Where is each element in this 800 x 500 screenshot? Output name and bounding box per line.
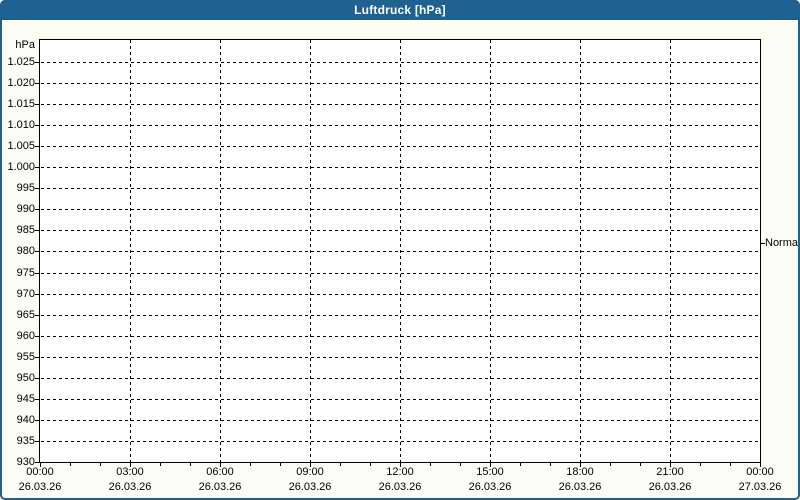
x-axis-major-tick — [220, 463, 221, 467]
y-tick-label: 1.005 — [7, 140, 35, 152]
x-tick-date-label: 26.03.26 — [558, 481, 602, 493]
x-axis-minor-tick — [280, 463, 281, 466]
x-axis-minor-tick — [430, 463, 431, 466]
x-axis-minor-tick — [160, 463, 161, 466]
y-tick-label: 970 — [16, 288, 35, 300]
x-tick-date-label: 27.03.26 — [738, 481, 782, 493]
x-tick-time-label: 21:00 — [656, 466, 684, 478]
x-tick-time-label: 00:00 — [746, 466, 774, 478]
x-axis-major-tick — [580, 463, 581, 467]
y-axis-tick — [35, 336, 40, 337]
x-tick-date-label: 26.03.26 — [378, 481, 422, 493]
x-grid-line — [130, 40, 131, 462]
x-axis-minor-tick — [460, 463, 461, 466]
y-tick-label: 1.020 — [7, 77, 35, 89]
y-tick-label: 995 — [16, 182, 35, 194]
y-axis-tick — [35, 462, 40, 463]
window-title: Luftdruck [hPa] — [354, 3, 446, 17]
y-tick-label: 980 — [16, 245, 35, 257]
x-tick-date-label: 26.03.26 — [198, 481, 242, 493]
y-axis-tick — [35, 273, 40, 274]
x-axis-minor-tick — [610, 463, 611, 466]
window-titlebar: Luftdruck [hPa] — [0, 0, 800, 20]
x-tick-time-label: 12:00 — [386, 466, 414, 478]
y-axis-tick — [35, 420, 40, 421]
y-tick-label: 930 — [16, 456, 35, 468]
y-tick-label: 1.025 — [7, 56, 35, 68]
x-axis-minor-tick — [730, 463, 731, 466]
x-axis-minor-tick — [250, 463, 251, 466]
x-axis-major-tick — [40, 463, 41, 467]
x-axis-minor-tick — [700, 463, 701, 466]
x-axis-minor-tick — [70, 463, 71, 466]
x-axis-major-tick — [760, 463, 761, 467]
normal-annotation-label: Normal — [765, 237, 800, 249]
x-tick-date-label: 26.03.26 — [468, 481, 512, 493]
x-axis-minor-tick — [640, 463, 641, 466]
y-axis-tick — [35, 441, 40, 442]
y-axis-tick — [35, 209, 40, 210]
y-axis-tick — [35, 251, 40, 252]
x-tick-date-label: 26.03.26 — [648, 481, 692, 493]
y-tick-label: 965 — [16, 309, 35, 321]
x-grid-line — [670, 40, 671, 462]
y-axis-tick — [35, 125, 40, 126]
x-axis-minor-tick — [190, 463, 191, 466]
x-axis-major-tick — [490, 463, 491, 467]
y-tick-label: 945 — [16, 393, 35, 405]
y-tick-label: 975 — [16, 267, 35, 279]
y-axis-tick — [35, 62, 40, 63]
y-tick-label: 985 — [16, 224, 35, 236]
x-tick-time-label: 18:00 — [566, 466, 594, 478]
y-axis-tick — [35, 146, 40, 147]
y-tick-label: 1.000 — [7, 161, 35, 173]
x-axis-major-tick — [400, 463, 401, 467]
y-tick-label: 935 — [16, 435, 35, 447]
x-tick-time-label: 00:00 — [26, 466, 54, 478]
y-tick-label: 960 — [16, 330, 35, 342]
x-grid-line — [220, 40, 221, 462]
y-axis-tick — [35, 357, 40, 358]
x-grid-line — [310, 40, 311, 462]
y-tick-label: 940 — [16, 414, 35, 426]
y-axis-tick — [35, 378, 40, 379]
y-tick-label: 990 — [16, 203, 35, 215]
x-axis-minor-tick — [370, 463, 371, 466]
x-grid-line — [400, 40, 401, 462]
x-grid-line — [580, 40, 581, 462]
y-axis-tick — [35, 294, 40, 295]
x-tick-date-label: 26.03.26 — [288, 481, 332, 493]
y-axis-unit-label: hPa — [15, 39, 35, 51]
y-axis-tick — [35, 230, 40, 231]
x-axis-minor-tick — [550, 463, 551, 466]
y-axis-tick — [35, 104, 40, 105]
x-grid-line — [490, 40, 491, 462]
y-axis-tick — [35, 83, 40, 84]
x-axis-major-tick — [310, 463, 311, 467]
y-axis-tick — [35, 315, 40, 316]
y-tick-label: 955 — [16, 351, 35, 363]
x-tick-date-label: 26.03.26 — [18, 481, 62, 493]
y-axis-tick — [35, 167, 40, 168]
normal-marker-tick — [761, 243, 765, 244]
x-axis-minor-tick — [520, 463, 521, 466]
y-tick-label: 1.010 — [7, 119, 35, 131]
x-tick-date-label: 26.03.26 — [108, 481, 152, 493]
x-tick-time-label: 15:00 — [476, 466, 504, 478]
x-tick-time-label: 09:00 — [296, 466, 324, 478]
x-axis-major-tick — [130, 463, 131, 467]
x-axis-minor-tick — [340, 463, 341, 466]
x-tick-time-label: 06:00 — [206, 466, 234, 478]
x-axis-minor-tick — [100, 463, 101, 466]
x-tick-time-label: 03:00 — [116, 466, 144, 478]
y-tick-label: 950 — [16, 372, 35, 384]
x-axis-major-tick — [670, 463, 671, 467]
y-axis-tick — [35, 399, 40, 400]
y-tick-label: 1.015 — [7, 98, 35, 110]
y-axis-tick — [35, 188, 40, 189]
plot-area — [39, 39, 761, 463]
